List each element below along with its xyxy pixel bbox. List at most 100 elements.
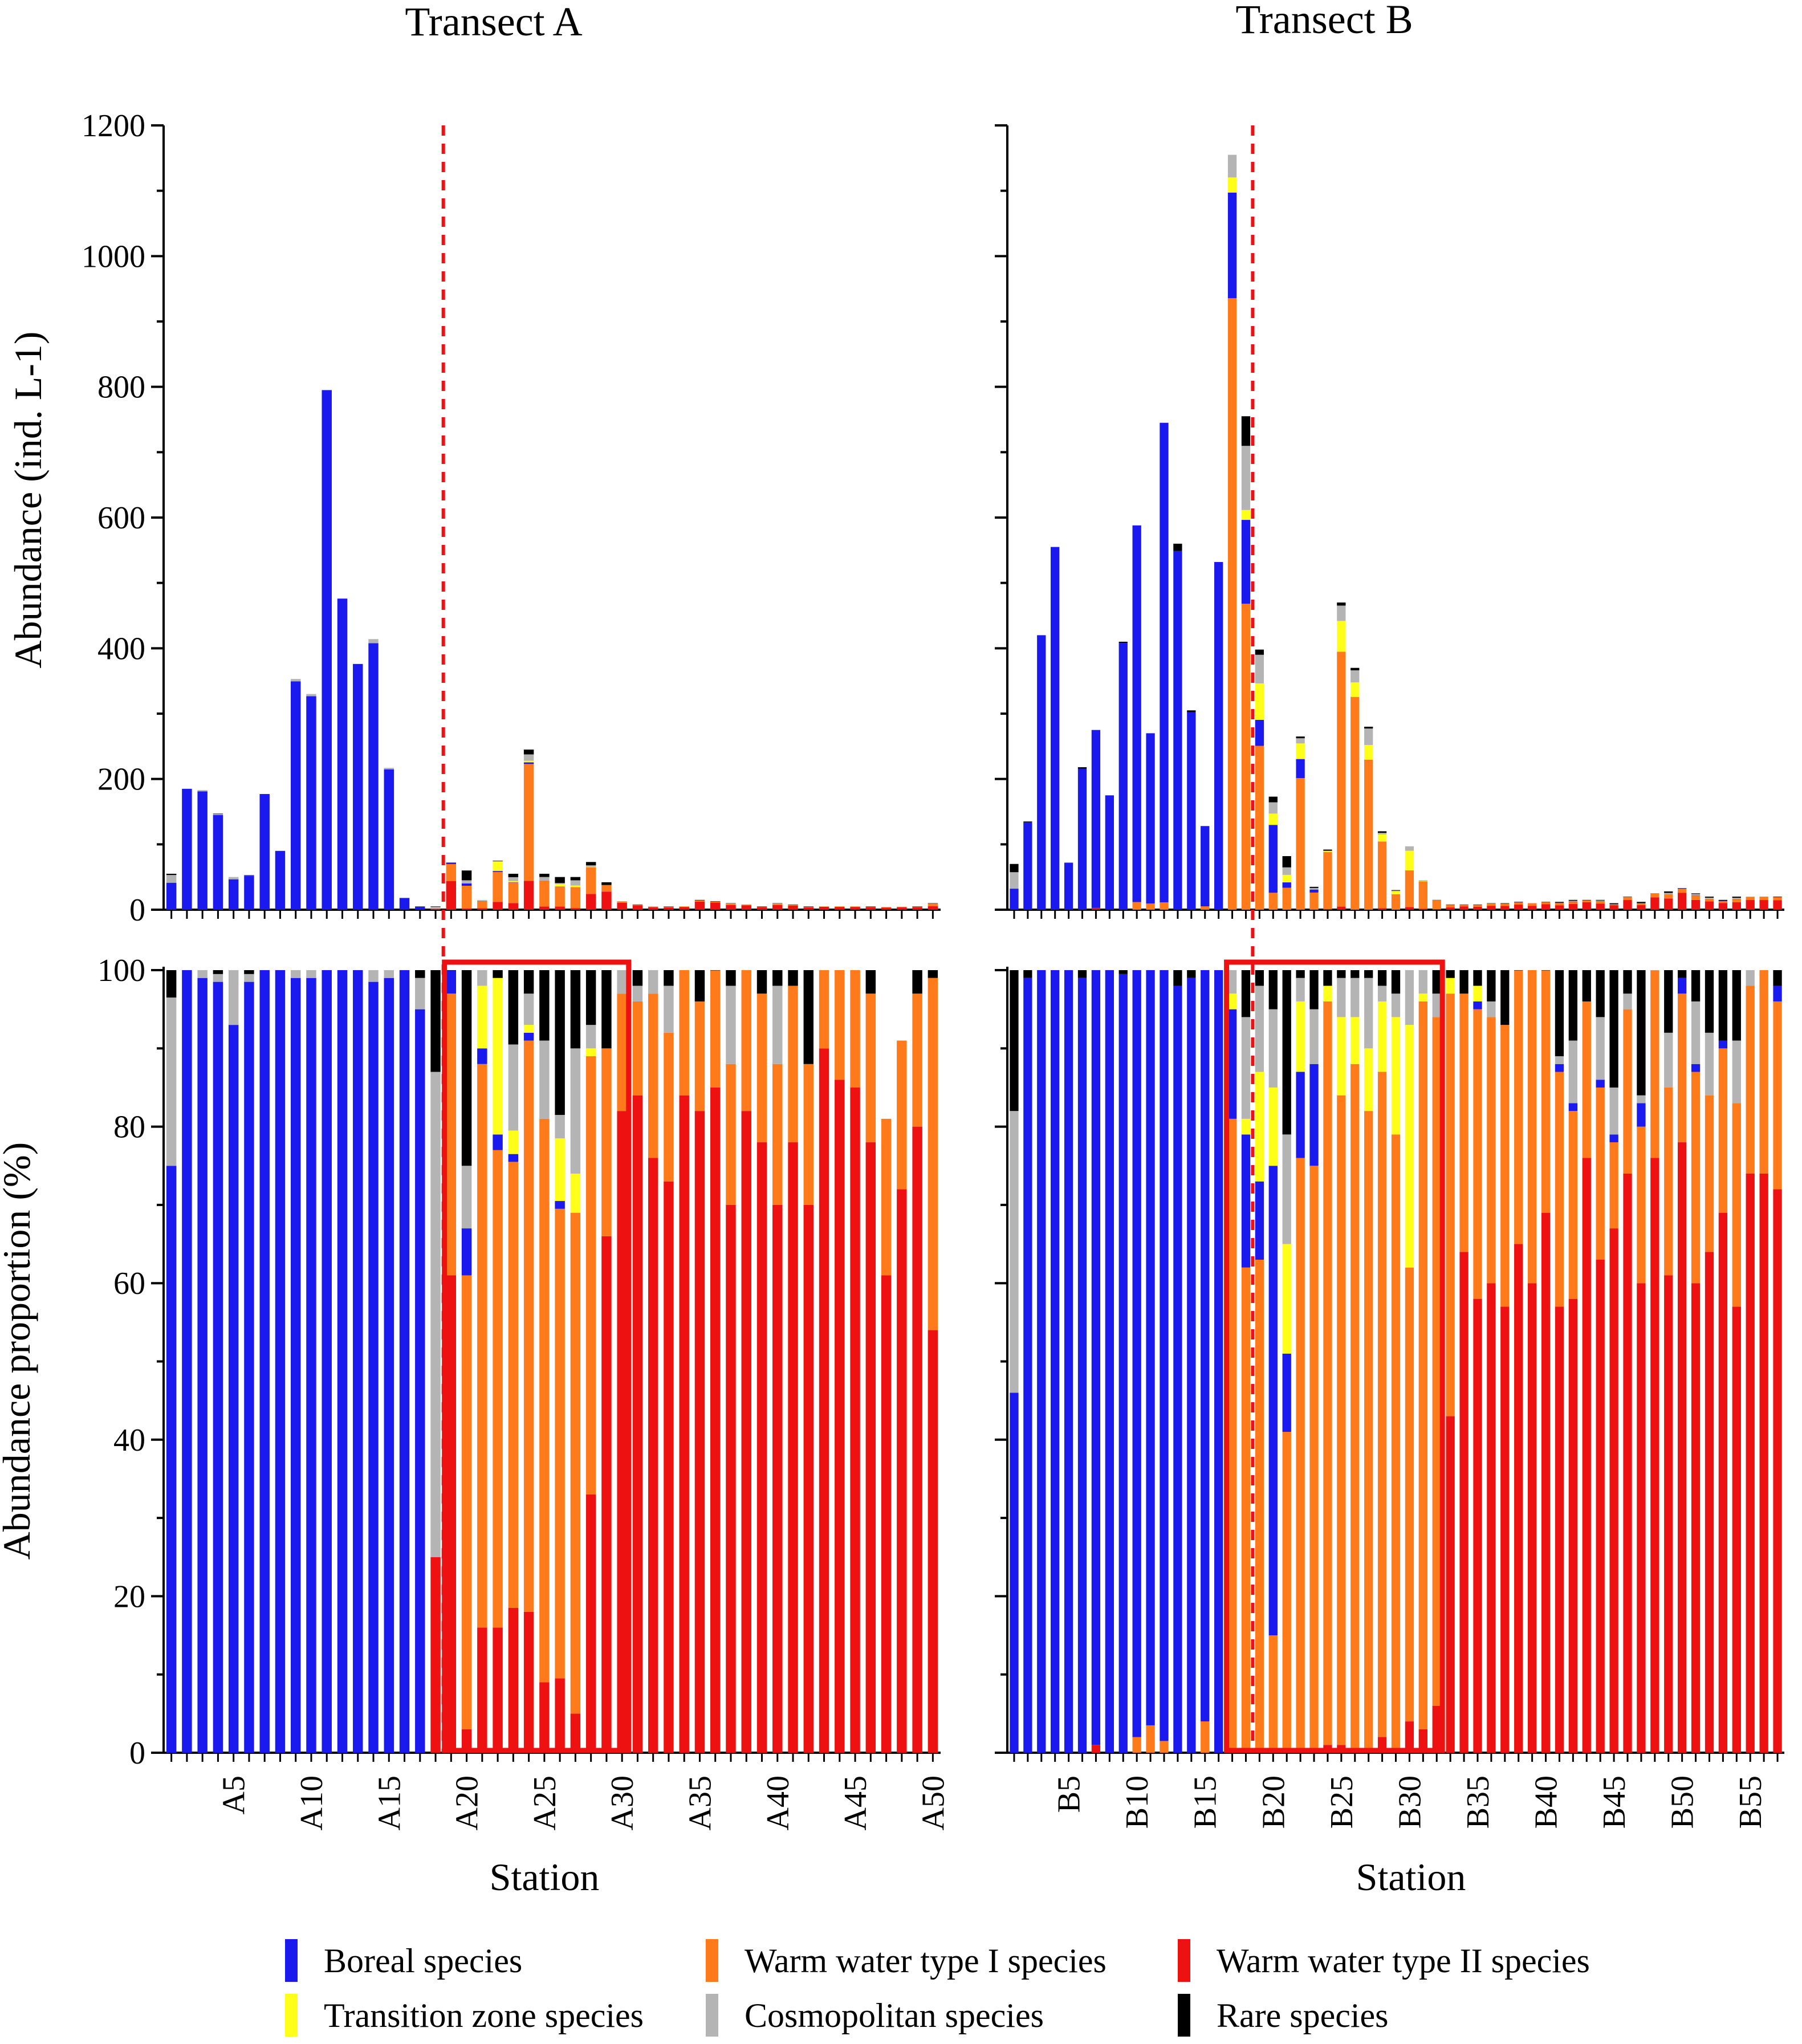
abundance-segment-rare-species bbox=[1637, 902, 1646, 903]
abundance-segment-warm-water-type-i-species bbox=[710, 901, 721, 903]
abundance-segment-warm-water-type-i-species bbox=[493, 872, 503, 902]
proportion-bar-station-38 bbox=[741, 970, 751, 1753]
proportion-bar-station-47 bbox=[881, 1118, 892, 1753]
proportion-segment-warm-water-type-i-species bbox=[1746, 986, 1755, 1174]
proportion-segment-warm-water-type-i-species bbox=[1282, 1432, 1291, 1753]
proportion-segment-rare-species bbox=[585, 970, 596, 1025]
abundance-bar-station-20 bbox=[461, 870, 472, 910]
proportion-segment-warm-water-type-ii-species bbox=[741, 1111, 751, 1753]
abundance-segment-rare-species bbox=[1691, 893, 1701, 894]
abundance-segment-warm-water-type-ii-species bbox=[570, 908, 581, 910]
proportion-segment-boreal-species bbox=[353, 970, 363, 1753]
proportion-segment-cosmopolitan-species bbox=[1255, 986, 1264, 1072]
abundance-segment-warm-water-type-ii-species bbox=[523, 881, 534, 910]
proportion-segment-boreal-species bbox=[1173, 986, 1182, 1753]
proportion-segment-warm-water-type-i-species bbox=[803, 1064, 814, 1205]
abundance-segment-warm-water-type-ii-species bbox=[1323, 909, 1332, 910]
proportion-segment-boreal-species bbox=[1309, 1064, 1319, 1166]
abundance-segment-warm-water-type-i-species bbox=[1201, 906, 1210, 910]
proportion-segment-rare-species bbox=[430, 970, 441, 1072]
proportion-segment-cosmopolitan-species bbox=[1405, 970, 1414, 1025]
proportion-segment-boreal-species bbox=[1241, 1134, 1251, 1268]
proportion-segment-warm-water-type-i-species bbox=[493, 1150, 503, 1628]
proportion-plot-transect-b: B5 B10 B15 B20 B25 B30 B35 B40 B45 B50 B55 bbox=[995, 967, 1784, 1829]
abundance-segment-warm-water-type-ii-species bbox=[865, 907, 876, 910]
abundance-segment-warm-water-type-i-species bbox=[1596, 901, 1605, 904]
abundance-segment-boreal-species bbox=[1255, 719, 1264, 746]
proportion-segment-warm-water-type-i-species bbox=[1623, 1009, 1632, 1174]
abundance-bar-station-11 bbox=[322, 390, 332, 910]
proportion-segment-warm-water-type-i-species bbox=[1351, 1064, 1360, 1753]
proportion-segment-cosmopolitan-species bbox=[1351, 978, 1360, 1017]
abundance-bar-station-27 bbox=[1364, 726, 1373, 910]
abundance-segment-rare-species bbox=[1023, 821, 1032, 823]
proportion-segment-warm-water-type-i-species bbox=[1664, 1087, 1673, 1276]
proportion-segment-cosmopolitan-species bbox=[617, 970, 627, 994]
proportion-segment-warm-water-type-i-species bbox=[617, 994, 627, 1111]
abundance-segment-warm-water-type-ii-species bbox=[819, 906, 829, 910]
proportion-segment-rare-species bbox=[1705, 970, 1714, 1033]
proportion-segment-boreal-species bbox=[1268, 1166, 1278, 1636]
proportion-segment-cosmopolitan-species bbox=[477, 970, 487, 986]
station-tick-label: B55 bbox=[1733, 1776, 1768, 1829]
proportion-bar-station-27 bbox=[1364, 970, 1373, 1753]
abundance-segment-rare-species bbox=[1609, 903, 1618, 905]
proportion-segment-boreal-species bbox=[1023, 978, 1032, 1753]
abundance-segment-rare-species bbox=[601, 882, 612, 885]
proportion-bar-station-50 bbox=[928, 970, 938, 1753]
proportion-segment-cosmopolitan-species bbox=[1732, 1040, 1741, 1104]
proportion-segment-rare-species bbox=[1391, 970, 1401, 994]
abundance-bar-station-13 bbox=[353, 663, 363, 910]
abundance-bar-station-43 bbox=[1582, 899, 1591, 910]
abundance-segment-warm-water-type-ii-species bbox=[741, 905, 751, 910]
proportion-y-tick-label: 40 bbox=[113, 1423, 145, 1458]
abundance-bar-station-21 bbox=[1282, 856, 1291, 910]
proportion-bar-station-38 bbox=[1514, 970, 1523, 1753]
proportion-segment-boreal-species bbox=[1105, 970, 1114, 1753]
proportion-segment-cosmopolitan-species bbox=[430, 1072, 441, 1557]
abundance-segment-rare-species bbox=[585, 862, 596, 866]
abundance-segment-warm-water-type-i-species bbox=[1418, 881, 1427, 909]
proportion-segment-warm-water-type-i-species bbox=[897, 1040, 907, 1190]
abundance-bar-station-49 bbox=[912, 906, 922, 910]
abundance-bar-station-37 bbox=[726, 903, 736, 910]
proportion-segment-warm-water-type-ii-species bbox=[835, 1080, 845, 1753]
proportion-bar-station-19 bbox=[446, 970, 457, 1753]
abundance-segment-transition-zone-species bbox=[570, 885, 581, 887]
abundance-segment-transition-zone-species bbox=[1418, 881, 1427, 882]
abundance-segment-warm-water-type-i-species bbox=[1718, 901, 1728, 903]
abundance-segment-cosmopolitan-species bbox=[1487, 903, 1496, 904]
proportion-segment-boreal-species bbox=[1201, 970, 1210, 1722]
abundance-segment-cosmopolitan-species bbox=[1418, 880, 1427, 881]
proportion-segment-warm-water-type-i-species bbox=[819, 970, 829, 1049]
proportion-segment-warm-water-type-i-species bbox=[1705, 1095, 1714, 1252]
abundance-segment-warm-water-type-i-species bbox=[1405, 870, 1414, 907]
proportion-segment-cosmopolitan-species bbox=[1010, 1111, 1019, 1393]
abundance-bar-station-41 bbox=[1555, 902, 1564, 910]
proportion-bar-station-11 bbox=[1146, 970, 1155, 1753]
proportion-segment-boreal-species bbox=[1473, 1001, 1482, 1009]
abundance-segment-cosmopolitan-species bbox=[617, 901, 627, 902]
abundance-segment-cosmopolitan-species bbox=[1351, 670, 1360, 683]
proportion-segment-rare-species bbox=[1364, 970, 1373, 978]
proportion-segment-warm-water-type-ii-species bbox=[1705, 1252, 1714, 1753]
abundance-segment-rare-species bbox=[430, 906, 441, 907]
station-tick-label: B5 bbox=[1052, 1776, 1087, 1813]
station-tick-label: B40 bbox=[1529, 1776, 1564, 1829]
proportion-segment-transition-zone-species bbox=[493, 978, 503, 1135]
abundance-segment-warm-water-type-i-species bbox=[1391, 894, 1401, 910]
proportion-segment-boreal-species bbox=[1691, 1064, 1701, 1072]
abundance-segment-boreal-species bbox=[508, 882, 519, 883]
abundance-segment-warm-water-type-i-species bbox=[1773, 897, 1782, 901]
legend-swatch-warm-type-2 bbox=[1178, 1939, 1190, 1982]
abundance-bar-station-40 bbox=[1541, 902, 1551, 910]
proportion-bar-station-16 bbox=[1214, 970, 1223, 1753]
proportion-segment-rare-species bbox=[1623, 970, 1632, 994]
proportion-segment-cosmopolitan-species bbox=[1418, 970, 1427, 994]
abundance-segment-boreal-species bbox=[368, 643, 379, 910]
abundance-bar-station-51 bbox=[1691, 893, 1701, 910]
proportion-segment-rare-species bbox=[1664, 970, 1673, 1033]
abundance-bar-station-49 bbox=[1664, 891, 1673, 910]
abundance-segment-rare-species bbox=[1678, 888, 1687, 889]
abundance-segment-cosmopolitan-species bbox=[430, 907, 441, 909]
